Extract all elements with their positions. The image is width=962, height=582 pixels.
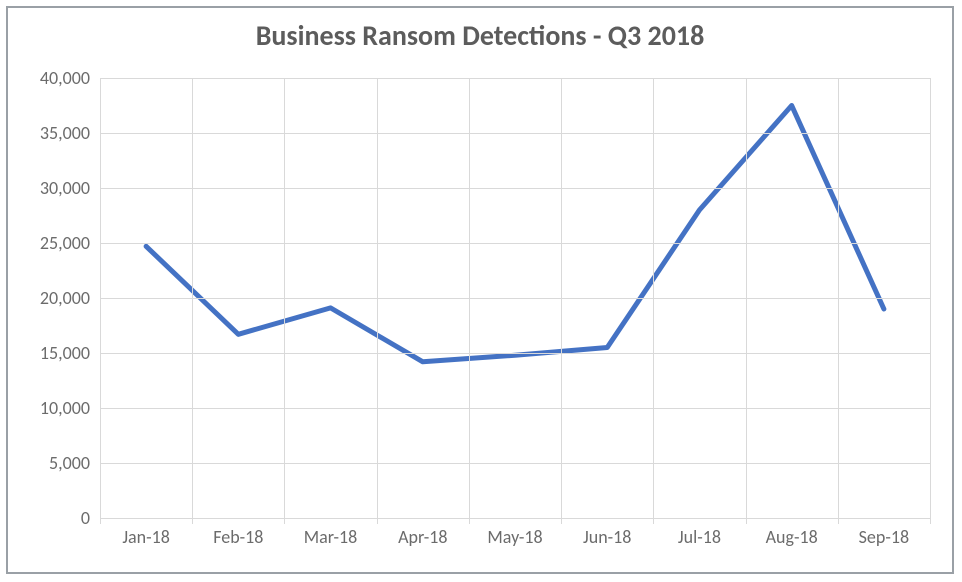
y-gridline: [100, 133, 930, 134]
x-tick-label: Sep-18: [859, 518, 909, 548]
x-gridline: [838, 78, 839, 518]
x-tick-label: Feb-18: [213, 518, 263, 548]
x-tick-label: May-18: [487, 518, 542, 548]
x-gridline: [653, 78, 654, 518]
y-tick-label: 5,000: [49, 452, 100, 474]
x-tick-label: Jun-18: [583, 518, 631, 548]
x-tick-label: Mar-18: [304, 518, 358, 548]
y-axis-line: [100, 78, 101, 518]
chart-title: Business Ransom Detections - Q3 2018: [8, 18, 952, 53]
x-tick-mark: [930, 518, 931, 524]
data-line: [146, 106, 884, 362]
x-tick-label: Jul-18: [678, 518, 721, 548]
x-gridline: [284, 78, 285, 518]
y-tick-label: 10,000: [40, 397, 100, 419]
y-gridline: [100, 408, 930, 409]
x-gridline: [192, 78, 193, 518]
y-tick-label: 35,000: [40, 122, 100, 144]
y-tick-label: 25,000: [40, 232, 100, 254]
y-tick-label: 15,000: [40, 342, 100, 364]
x-tick-label: Aug-18: [766, 518, 818, 548]
x-gridline: [746, 78, 747, 518]
x-gridline: [377, 78, 378, 518]
y-gridline: [100, 188, 930, 189]
y-gridline: [100, 243, 930, 244]
y-gridline: [100, 463, 930, 464]
y-tick-label: 0: [81, 507, 100, 529]
x-gridline: [469, 78, 470, 518]
plot-area: 05,00010,00015,00020,00025,00030,00035,0…: [100, 78, 930, 518]
x-gridline: [561, 78, 562, 518]
y-gridline: [100, 298, 930, 299]
y-gridline: [100, 78, 930, 79]
x-axis-line: [100, 518, 930, 519]
y-gridline: [100, 353, 930, 354]
y-tick-label: 30,000: [40, 177, 100, 199]
y-tick-label: 40,000: [40, 67, 100, 89]
x-gridline: [930, 78, 931, 518]
y-tick-label: 20,000: [40, 287, 100, 309]
x-tick-label: Jan-18: [122, 518, 170, 548]
chart-frame: Business Ransom Detections - Q3 2018 05,…: [6, 6, 954, 574]
x-tick-label: Apr-18: [398, 518, 447, 548]
